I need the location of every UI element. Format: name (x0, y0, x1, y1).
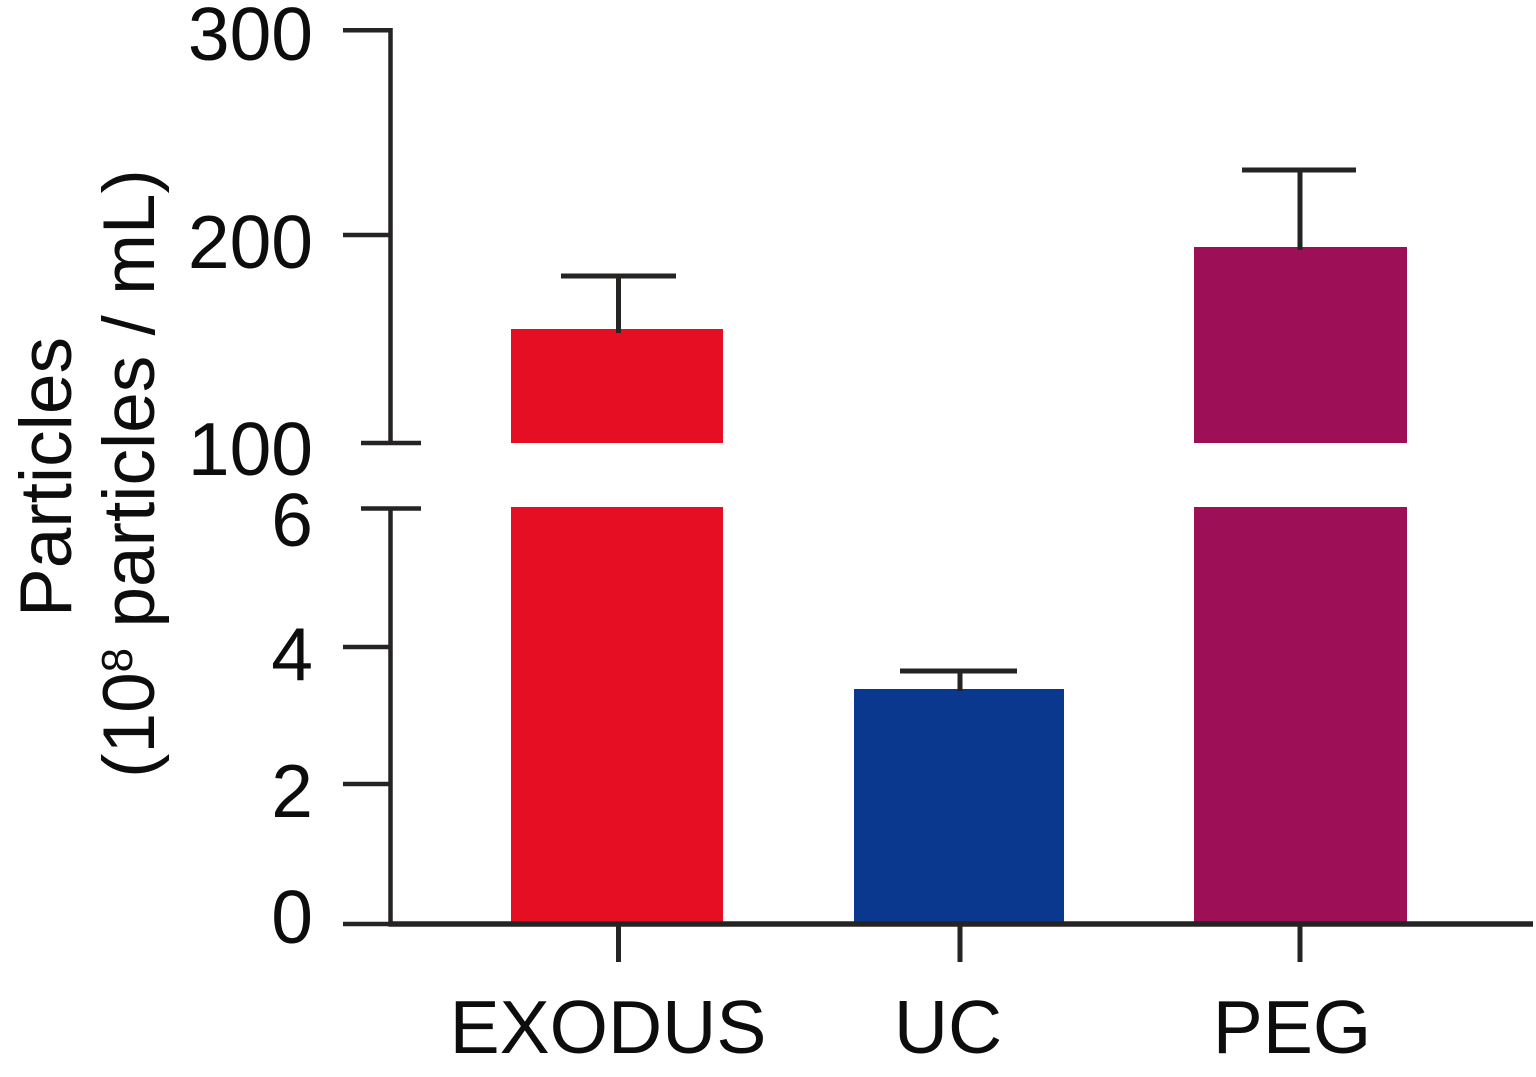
svg-text:PEG: PEG (1213, 985, 1371, 1069)
svg-text:6: 6 (271, 478, 313, 562)
svg-text:4: 4 (271, 612, 313, 696)
svg-text:(108 particles / mL): (108 particles / mL) (89, 169, 170, 778)
svg-text:0: 0 (271, 875, 313, 959)
svg-text:UC: UC (894, 985, 1002, 1069)
svg-text:2: 2 (271, 749, 313, 833)
svg-text:100: 100 (188, 407, 313, 491)
svg-text:Particles: Particles (6, 337, 87, 617)
svg-text:EXODUS: EXODUS (450, 985, 767, 1069)
svg-text:200: 200 (188, 200, 313, 284)
svg-text:300: 300 (188, 0, 313, 76)
